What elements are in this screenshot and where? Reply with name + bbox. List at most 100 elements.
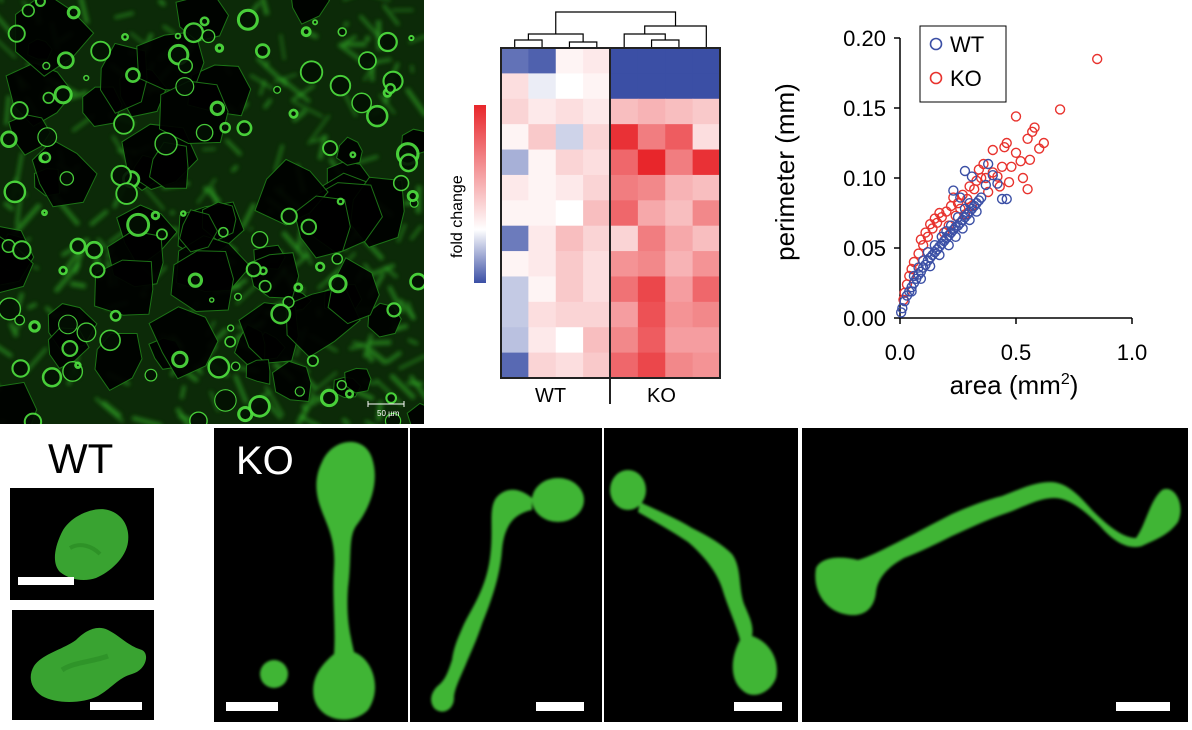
- scale-bar: [536, 702, 584, 711]
- heatmap-cell: [528, 124, 557, 151]
- scatter-point-ko: [1034, 143, 1045, 154]
- group-label-ko: KO: [647, 385, 676, 407]
- heatmap-cell: [665, 174, 694, 201]
- heatmap-cell: [637, 174, 666, 201]
- heatmap-cell: [528, 251, 557, 277]
- heatmap-cell: [555, 225, 584, 252]
- scatter-point-wt: [952, 211, 964, 223]
- heatmap-cell: [665, 301, 694, 328]
- scatter-point-wt: [966, 171, 978, 182]
- colorbar: [474, 105, 486, 283]
- scatter-point-ko: [996, 161, 1008, 173]
- scatter-point-wt: [971, 206, 982, 217]
- scatter-point-wt: [899, 296, 910, 307]
- heatmap-cell: [528, 327, 557, 354]
- ko-cell-image-2: [410, 428, 602, 722]
- heatmap-cell: [555, 352, 584, 379]
- x-tick-label: 1.0: [1117, 340, 1148, 365]
- scatter-point-ko: [1092, 53, 1103, 65]
- heatmap-cell: [637, 276, 666, 303]
- heatmap-cell: [583, 98, 611, 125]
- scatter-point-wt: [955, 192, 966, 203]
- scatter-point-ko: [906, 263, 917, 275]
- scatter-point-wt: [917, 262, 929, 273]
- legend-label-ko: KO: [950, 66, 982, 91]
- heatmap-cell: [692, 48, 721, 74]
- heatmap-cell: [555, 73, 584, 100]
- heatmap-cell: [692, 200, 721, 227]
- heatmap-cell: [610, 327, 639, 354]
- scatter-point-ko: [915, 234, 927, 245]
- heatmap-cell: [610, 276, 639, 303]
- x-tick-label: 0.0: [885, 340, 916, 365]
- heatmap-cell: [583, 174, 611, 201]
- scatter-point-wt: [922, 246, 934, 258]
- scatter-point-wt: [950, 231, 961, 243]
- heatmap-cell: [692, 98, 721, 125]
- heatmap-cell: [555, 276, 584, 303]
- heatmap-cell: [610, 200, 639, 227]
- y-tick-label: 0.10: [843, 166, 886, 191]
- heatmap: fold change WT KO: [449, 11, 721, 407]
- legend-marker-ko: [929, 71, 943, 85]
- scale-bar: [734, 702, 782, 711]
- scale-bar: [18, 577, 74, 585]
- heatmap-cell: [583, 251, 611, 277]
- heatmap-cell: [528, 301, 557, 328]
- heatmap-cell: [583, 301, 611, 328]
- heatmap-cell: [637, 327, 666, 354]
- scatter-point-ko: [1010, 111, 1022, 122]
- heatmap-cell: [501, 352, 529, 379]
- heatmap-cell: [528, 276, 557, 303]
- heatmap-cell: [555, 301, 584, 328]
- scatter-point-ko: [1022, 133, 1033, 145]
- scatter-point-wt: [980, 179, 992, 191]
- heatmap-cell: [583, 327, 611, 354]
- heatmap-cell: [610, 124, 639, 151]
- scatter-point-wt: [1001, 193, 1012, 205]
- heatmap-cell: [583, 124, 611, 151]
- scatter-point-ko: [969, 183, 980, 195]
- heatmap-cell: [555, 200, 584, 227]
- scatter-point-wt: [908, 270, 920, 282]
- scatter-point-ko: [917, 239, 929, 251]
- y-tick-label: 0.20: [843, 26, 886, 51]
- heatmap-cell: [665, 73, 694, 100]
- heatmap-cell: [692, 251, 721, 277]
- heatmap-cell: [528, 48, 557, 74]
- dendrogram: [514, 11, 707, 48]
- heatmap-cell: [692, 149, 721, 176]
- scatter-point-ko: [1003, 176, 1015, 188]
- heatmap-cell: [528, 98, 557, 125]
- scatter-panel: 0.0 0.5 1.0 0.00 0.05 0.10 0.15 0.20 area (mm2) p…: [760, 0, 1192, 424]
- heatmap-cell: [555, 327, 584, 354]
- scatter-point-wt: [957, 223, 968, 234]
- heatmap-cell: [665, 276, 694, 303]
- heatmap-cell: [528, 73, 557, 100]
- colorbar-label: fold change: [449, 175, 466, 258]
- heatmap-cell: [610, 174, 639, 201]
- heatmap-cell: [501, 251, 529, 277]
- heatmap-cell: [637, 225, 666, 252]
- scatter-point-wt: [948, 185, 959, 196]
- heatmap-cell: [583, 73, 611, 100]
- scale-bar: [1116, 702, 1170, 711]
- scatter-point-wt: [906, 286, 917, 297]
- scatter-point-wt: [943, 239, 954, 251]
- heatmap-cell: [501, 124, 529, 151]
- heatmap-cell: [583, 352, 611, 379]
- heatmap-cell: [583, 48, 611, 74]
- scatter-point-wt: [915, 273, 927, 284]
- heatmap-cell: [583, 225, 611, 252]
- wt-cell-image-2: [12, 610, 154, 720]
- scatter-point-wt: [934, 249, 945, 261]
- scatter-point-ko: [1015, 155, 1026, 167]
- heatmap-cell: [637, 301, 666, 328]
- ko-section-label: KO: [236, 439, 294, 483]
- scatter-point-wt: [945, 220, 957, 231]
- heatmap-cell: [528, 200, 557, 227]
- scatter-point-ko: [994, 181, 1005, 192]
- heatmap-cell: [501, 225, 529, 252]
- heatmap-cell: [665, 149, 694, 176]
- heatmap-cell: [528, 352, 557, 379]
